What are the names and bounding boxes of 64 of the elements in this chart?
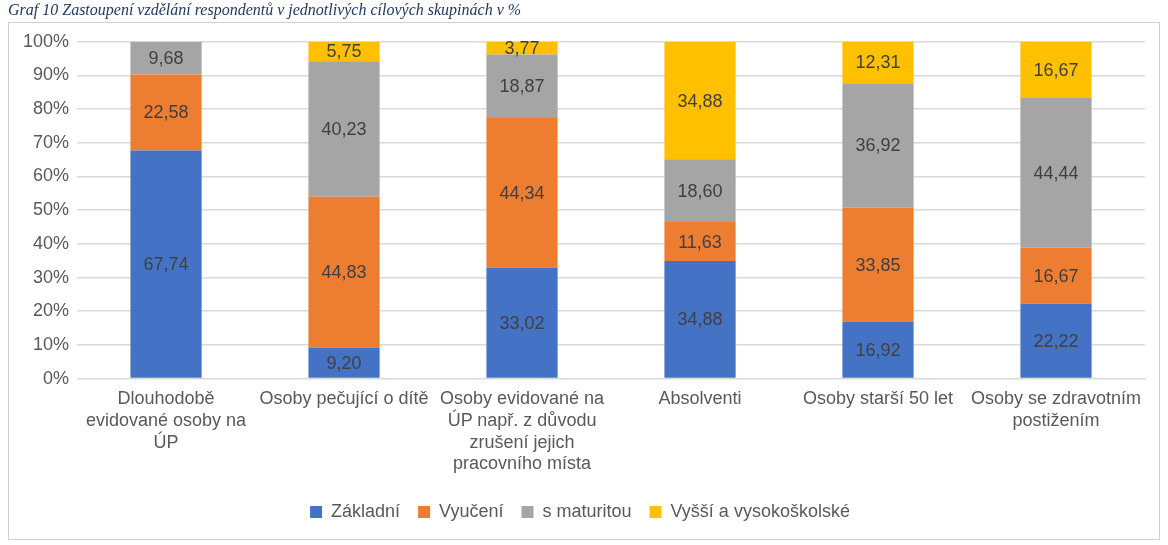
- data-label: 33,02: [499, 312, 545, 333]
- y-tick-label: 60%: [33, 165, 70, 186]
- bar: [842, 321, 914, 378]
- data-label: 40,23: [321, 118, 367, 139]
- bar: [842, 207, 914, 322]
- legend-label: Vyšší a vysokoškolské: [670, 500, 850, 521]
- bar: [486, 118, 558, 268]
- legend-label: s maturitou: [542, 500, 632, 521]
- data-label: 3,77: [504, 38, 540, 59]
- data-label: 16,92: [855, 339, 901, 360]
- data-label: 9,68: [148, 48, 184, 69]
- data-label: 5,75: [326, 41, 362, 62]
- data-label: 16,67: [1033, 59, 1079, 80]
- data-label: 22,58: [143, 102, 189, 123]
- data-label: 44,44: [1033, 162, 1079, 183]
- data-label: 34,88: [677, 309, 723, 330]
- bar: [308, 196, 380, 348]
- data-label: 22,22: [1033, 330, 1079, 351]
- bar: [664, 159, 736, 222]
- x-tick-label: Dlouhodobě evidované osoby na ÚP: [85, 388, 248, 452]
- bar: [308, 61, 380, 197]
- data-label: 33,85: [855, 254, 901, 275]
- y-tick-label: 40%: [33, 232, 70, 253]
- legend-label: Základní: [331, 500, 401, 521]
- data-label: 18,87: [499, 76, 545, 97]
- bar: [1020, 97, 1092, 248]
- bar: [664, 41, 736, 160]
- bar: [664, 221, 736, 262]
- y-tick-label: 20%: [33, 300, 70, 321]
- bar: [842, 83, 914, 208]
- y-tick-label: 0%: [43, 367, 70, 388]
- data-label: 44,34: [499, 182, 545, 203]
- y-tick-label: 90%: [33, 64, 70, 85]
- data-label: 67,74: [143, 254, 189, 275]
- y-tick-label: 10%: [33, 333, 70, 354]
- bar: [1020, 41, 1092, 98]
- data-label: 34,88: [677, 90, 723, 111]
- bar: [842, 41, 914, 84]
- y-tick-label: 50%: [33, 199, 70, 220]
- x-tick-label: Osoby se zdravotním postižením: [970, 388, 1142, 430]
- data-label: 18,60: [677, 180, 723, 201]
- x-tick-label: Absolventi: [658, 388, 742, 409]
- data-label: 36,92: [855, 135, 901, 156]
- bar: [308, 347, 380, 378]
- data-label: 12,31: [855, 52, 901, 73]
- data-label: 16,67: [1033, 265, 1079, 286]
- bar: [664, 261, 736, 378]
- data-label: 11,63: [678, 231, 722, 252]
- y-tick-label: 80%: [33, 98, 70, 119]
- bar: [486, 267, 558, 378]
- x-tick-label: Osoby evidované na ÚP např. z důvodu zrušení jejich pracovního místa: [439, 388, 606, 474]
- data-label: 9,20: [326, 352, 362, 373]
- y-tick-label: 30%: [33, 266, 70, 287]
- x-tick-label: Osoby pečující o dítě: [259, 388, 429, 409]
- y-tick-label: 70%: [33, 131, 70, 152]
- legend-label: Vyučení: [439, 500, 504, 521]
- bar: [1020, 303, 1092, 378]
- bar: [130, 74, 202, 151]
- chart-title: Graf 10 Zastoupení vzdělání respondentů v jednotlivých cílových skupinách v %: [7, 0, 523, 21]
- bar: [1020, 247, 1092, 304]
- bar: [130, 150, 202, 378]
- data-label: 44,83: [321, 262, 367, 283]
- y-tick-label: 100%: [22, 30, 70, 51]
- x-tick-label: Osoby starší 50 let: [802, 388, 954, 409]
